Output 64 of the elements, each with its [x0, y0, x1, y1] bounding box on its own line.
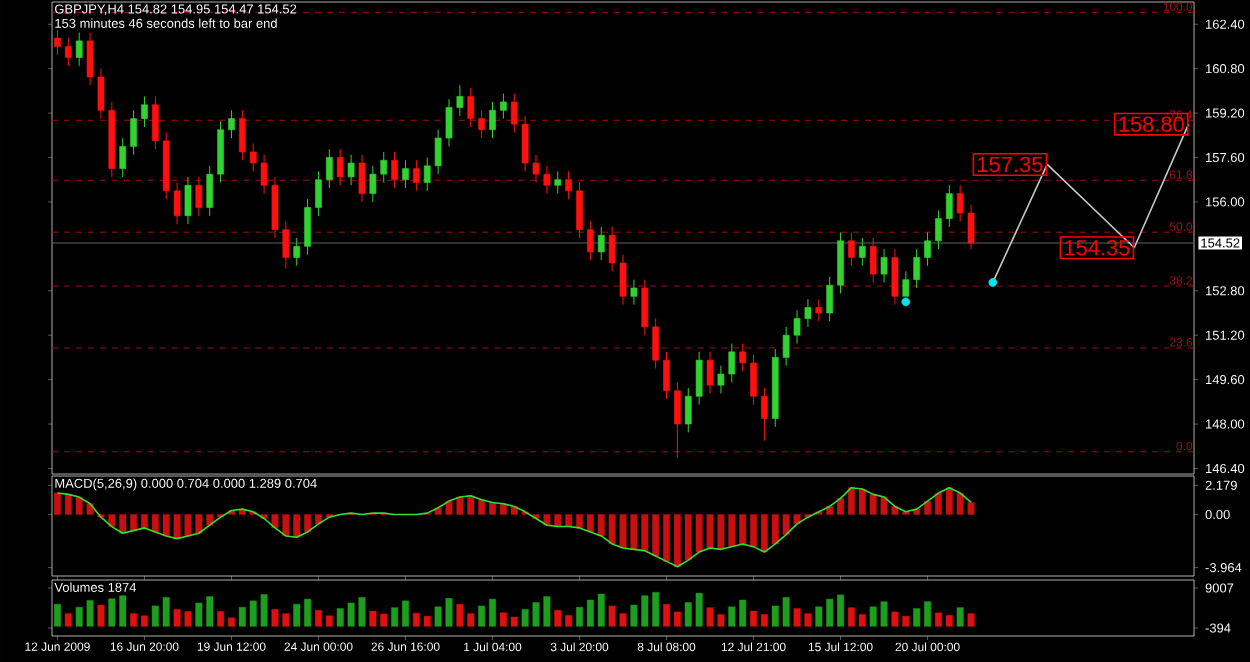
- candlestick: [478, 109, 485, 139]
- candlestick: [489, 101, 496, 139]
- candlestick: [597, 226, 605, 261]
- candlestick: [336, 148, 344, 186]
- candlestick: [891, 248, 899, 306]
- candlestick: [347, 154, 355, 186]
- candlestick: [141, 95, 148, 128]
- candlestick: [858, 237, 866, 267]
- candlestick: [130, 109, 137, 156]
- candlestick: [217, 120, 224, 183]
- candlestick: [641, 279, 649, 336]
- candlestick: [935, 209, 942, 250]
- candlestick: [391, 151, 398, 189]
- candlestick: [815, 298, 823, 322]
- candlestick: [945, 184, 953, 228]
- candlestick: [848, 231, 855, 267]
- bar: [64, 613, 72, 627]
- data-label: 154.35: [1065, 239, 1130, 256]
- candlestick: [924, 231, 931, 267]
- candlestick: [239, 109, 246, 161]
- candlestick: [228, 109, 235, 139]
- candlestick: [826, 276, 834, 322]
- candlestick: [739, 343, 746, 372]
- candlestick: [837, 231, 844, 295]
- candlestick: [358, 154, 366, 203]
- candlestick: [293, 237, 301, 267]
- candlestick: [761, 387, 768, 442]
- candlestick: [587, 220, 594, 261]
- candlestick: [402, 159, 409, 189]
- data-label: 157.35: [978, 156, 1043, 173]
- bar: [97, 604, 105, 627]
- candlestick: [54, 29, 61, 56]
- candlestick: [750, 354, 757, 406]
- bar: [53, 604, 61, 627]
- candlestick: [151, 95, 159, 150]
- candlestick: [554, 170, 562, 195]
- candlestick: [315, 170, 322, 217]
- candlestick: [119, 137, 127, 178]
- candlestick: [706, 351, 714, 394]
- bar: [130, 613, 138, 627]
- bar: [956, 607, 964, 627]
- candlestick: [195, 176, 203, 217]
- candlestick: [467, 87, 475, 128]
- candlestick: [630, 279, 638, 306]
- candlestick: [326, 148, 333, 189]
- candlestick: [206, 165, 214, 217]
- candlestick: [902, 270, 910, 297]
- candlestick: [75, 32, 83, 67]
- candlestick: [913, 248, 921, 289]
- candlestick: [869, 237, 877, 283]
- candlestick: [576, 181, 583, 239]
- candlestick: [304, 198, 311, 256]
- candlestick: [565, 170, 572, 200]
- candlestick: [652, 318, 659, 370]
- candlestick: [184, 176, 192, 225]
- candlestick: [674, 381, 681, 458]
- bar: [967, 613, 975, 627]
- data-label: 158.80: [1119, 116, 1184, 132]
- candlestick: [500, 93, 507, 120]
- bar: [141, 615, 148, 627]
- candlestick: [413, 159, 420, 192]
- candlestick: [880, 248, 888, 283]
- candlestick: [64, 37, 72, 67]
- candlestick: [663, 351, 670, 400]
